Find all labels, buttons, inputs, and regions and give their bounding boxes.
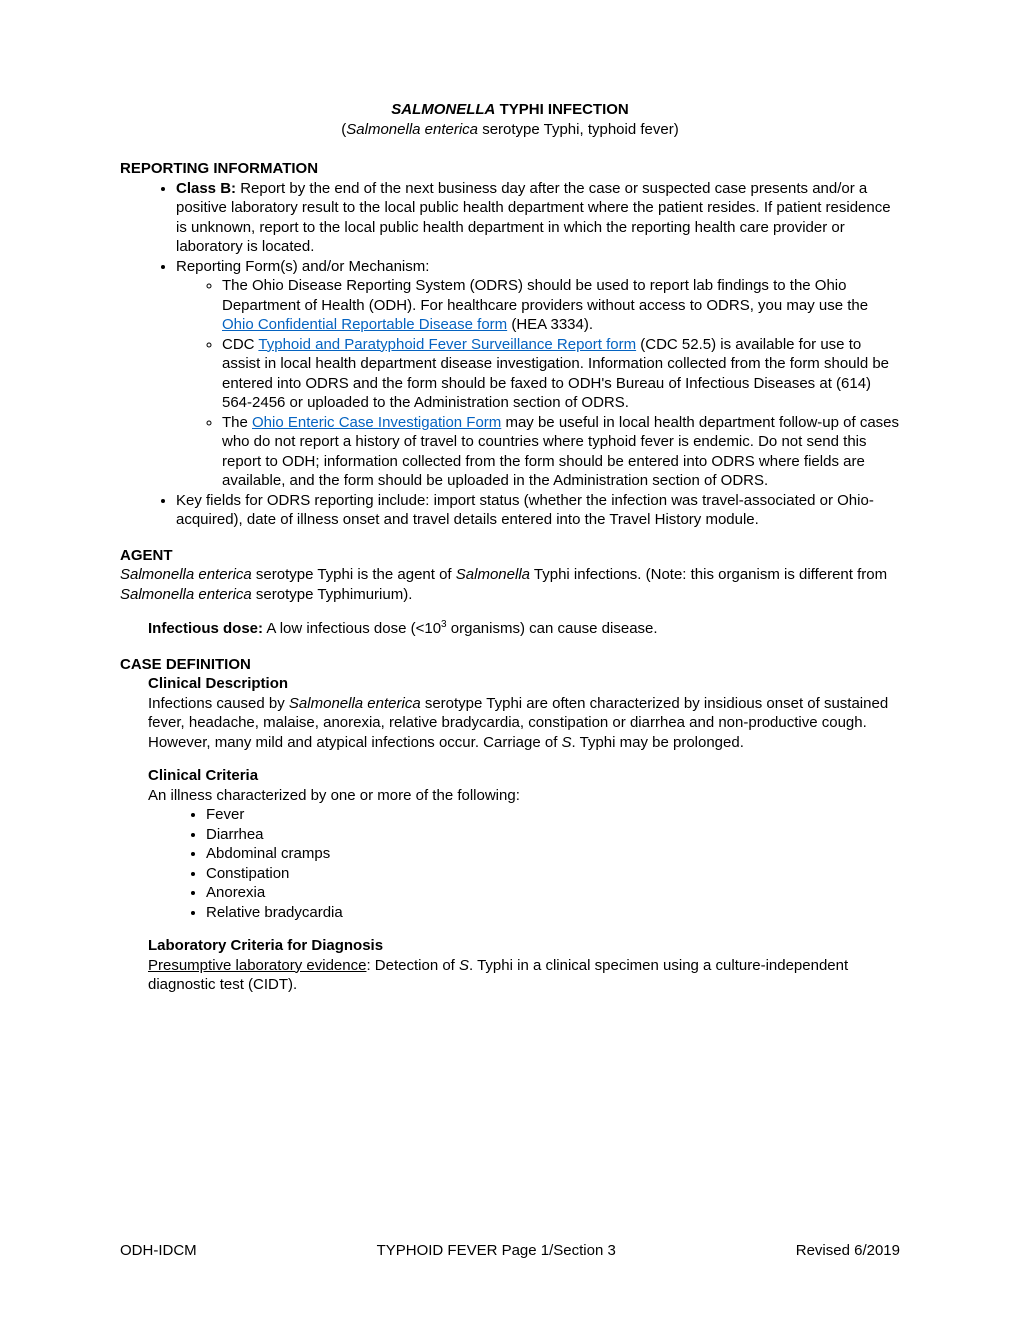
clinical-description-text: Infections caused by Salmonella enterica…	[148, 694, 900, 753]
odrs-item: The Ohio Disease Reporting System (ODRS)…	[222, 276, 900, 335]
forms-label: Reporting Form(s) and/or Mechanism:	[176, 258, 429, 275]
dose-label: Infectious dose:	[148, 620, 263, 637]
criteria-item: Anorexia	[206, 883, 900, 903]
cdc-link[interactable]: Typhoid and Paratyphoid Fever Surveillan…	[258, 336, 636, 353]
lab-underline: Presumptive laboratory evidence	[148, 957, 366, 974]
subtitle-italic: Salmonella enterica	[346, 121, 478, 138]
lab-mid: : Detection of	[366, 957, 459, 974]
odrs-post: (HEA 3334).	[507, 316, 593, 333]
criteria-item: Fever	[206, 805, 900, 825]
criteria-item: Abdominal cramps	[206, 844, 900, 864]
lab-criteria-heading: Laboratory Criteria for Diagnosis	[148, 936, 900, 956]
case-def-heading: CASE DEFINITION	[120, 655, 900, 675]
cd-italic: Salmonella enterica	[289, 695, 421, 712]
criteria-item: Relative bradycardia	[206, 903, 900, 923]
page-footer: ODH-IDCM TYPHOID FEVER Page 1/Section 3 …	[120, 1241, 900, 1261]
document-subtitle: (Salmonella enterica serotype Typhi, typ…	[120, 120, 900, 140]
clinical-description-heading: Clinical Description	[148, 674, 900, 694]
enteric-pre: The	[222, 414, 252, 431]
lab-italic: S	[459, 957, 469, 974]
cd-italic2: S	[562, 734, 572, 751]
criteria-list: Fever Diarrhea Abdominal cramps Constipa…	[120, 805, 900, 922]
title-plain-part: TYPHI INFECTION	[495, 101, 628, 118]
footer-right: Revised 6/2019	[796, 1241, 900, 1261]
cd-pre: Infections caused by	[148, 695, 289, 712]
infectious-dose: Infectious dose: A low infectious dose (…	[148, 618, 900, 639]
class-b-label: Class B:	[176, 180, 236, 197]
reporting-heading: REPORTING INFORMATION	[120, 159, 900, 179]
enteric-item: The Ohio Enteric Case Investigation Form…	[222, 413, 900, 491]
reporting-list: Class B: Report by the end of the next b…	[120, 179, 900, 530]
agent-heading: AGENT	[120, 546, 900, 566]
class-b-text: Report by the end of the next business d…	[176, 180, 891, 256]
agent-italic3: Salmonella enterica	[120, 586, 252, 603]
cdc-item: CDC Typhoid and Paratyphoid Fever Survei…	[222, 335, 900, 413]
document-title-block: SALMONELLA TYPHI INFECTION (Salmonella e…	[120, 100, 900, 139]
agent-italic1: Salmonella enterica	[120, 566, 252, 583]
agent-paragraph: Salmonella enterica serotype Typhi is th…	[120, 565, 900, 604]
title-italic-part: SALMONELLA	[391, 101, 495, 118]
odrs-pre: The Ohio Disease Reporting System (ODRS)…	[222, 277, 868, 314]
subtitle-rest: serotype Typhi, typhoid fever)	[478, 121, 679, 138]
odrs-link[interactable]: Ohio Confidential Reportable Disease for…	[222, 316, 507, 333]
cdc-pre: CDC	[222, 336, 258, 353]
footer-center: TYPHOID FEVER Page 1/Section 3	[377, 1241, 616, 1261]
class-b-item: Class B: Report by the end of the next b…	[176, 179, 900, 257]
key-fields-item: Key fields for ODRS reporting include: i…	[176, 491, 900, 530]
forms-item: Reporting Form(s) and/or Mechanism: The …	[176, 257, 900, 491]
dose-pre: A low infectious dose (<10	[263, 620, 441, 637]
forms-sublist: The Ohio Disease Reporting System (ODRS)…	[176, 276, 900, 491]
agent-italic2: Salmonella	[456, 566, 530, 583]
agent-end: serotype Typhimurium).	[252, 586, 413, 603]
clinical-criteria-heading: Clinical Criteria	[148, 766, 900, 786]
criteria-item: Constipation	[206, 864, 900, 884]
cd-post: . Typhi may be prolonged.	[572, 734, 744, 751]
enteric-link[interactable]: Ohio Enteric Case Investigation Form	[252, 414, 501, 431]
clinical-criteria-intro: An illness characterized by one or more …	[148, 786, 900, 806]
footer-left: ODH-IDCM	[120, 1241, 197, 1261]
lab-criteria-text: Presumptive laboratory evidence: Detecti…	[148, 956, 900, 995]
document-title: SALMONELLA TYPHI INFECTION	[120, 100, 900, 120]
dose-post: organisms) can cause disease.	[447, 620, 658, 637]
criteria-item: Diarrhea	[206, 825, 900, 845]
agent-mid2: Typhi infections. (Note: this organism i…	[530, 566, 887, 583]
agent-mid1: serotype Typhi is the agent of	[252, 566, 456, 583]
